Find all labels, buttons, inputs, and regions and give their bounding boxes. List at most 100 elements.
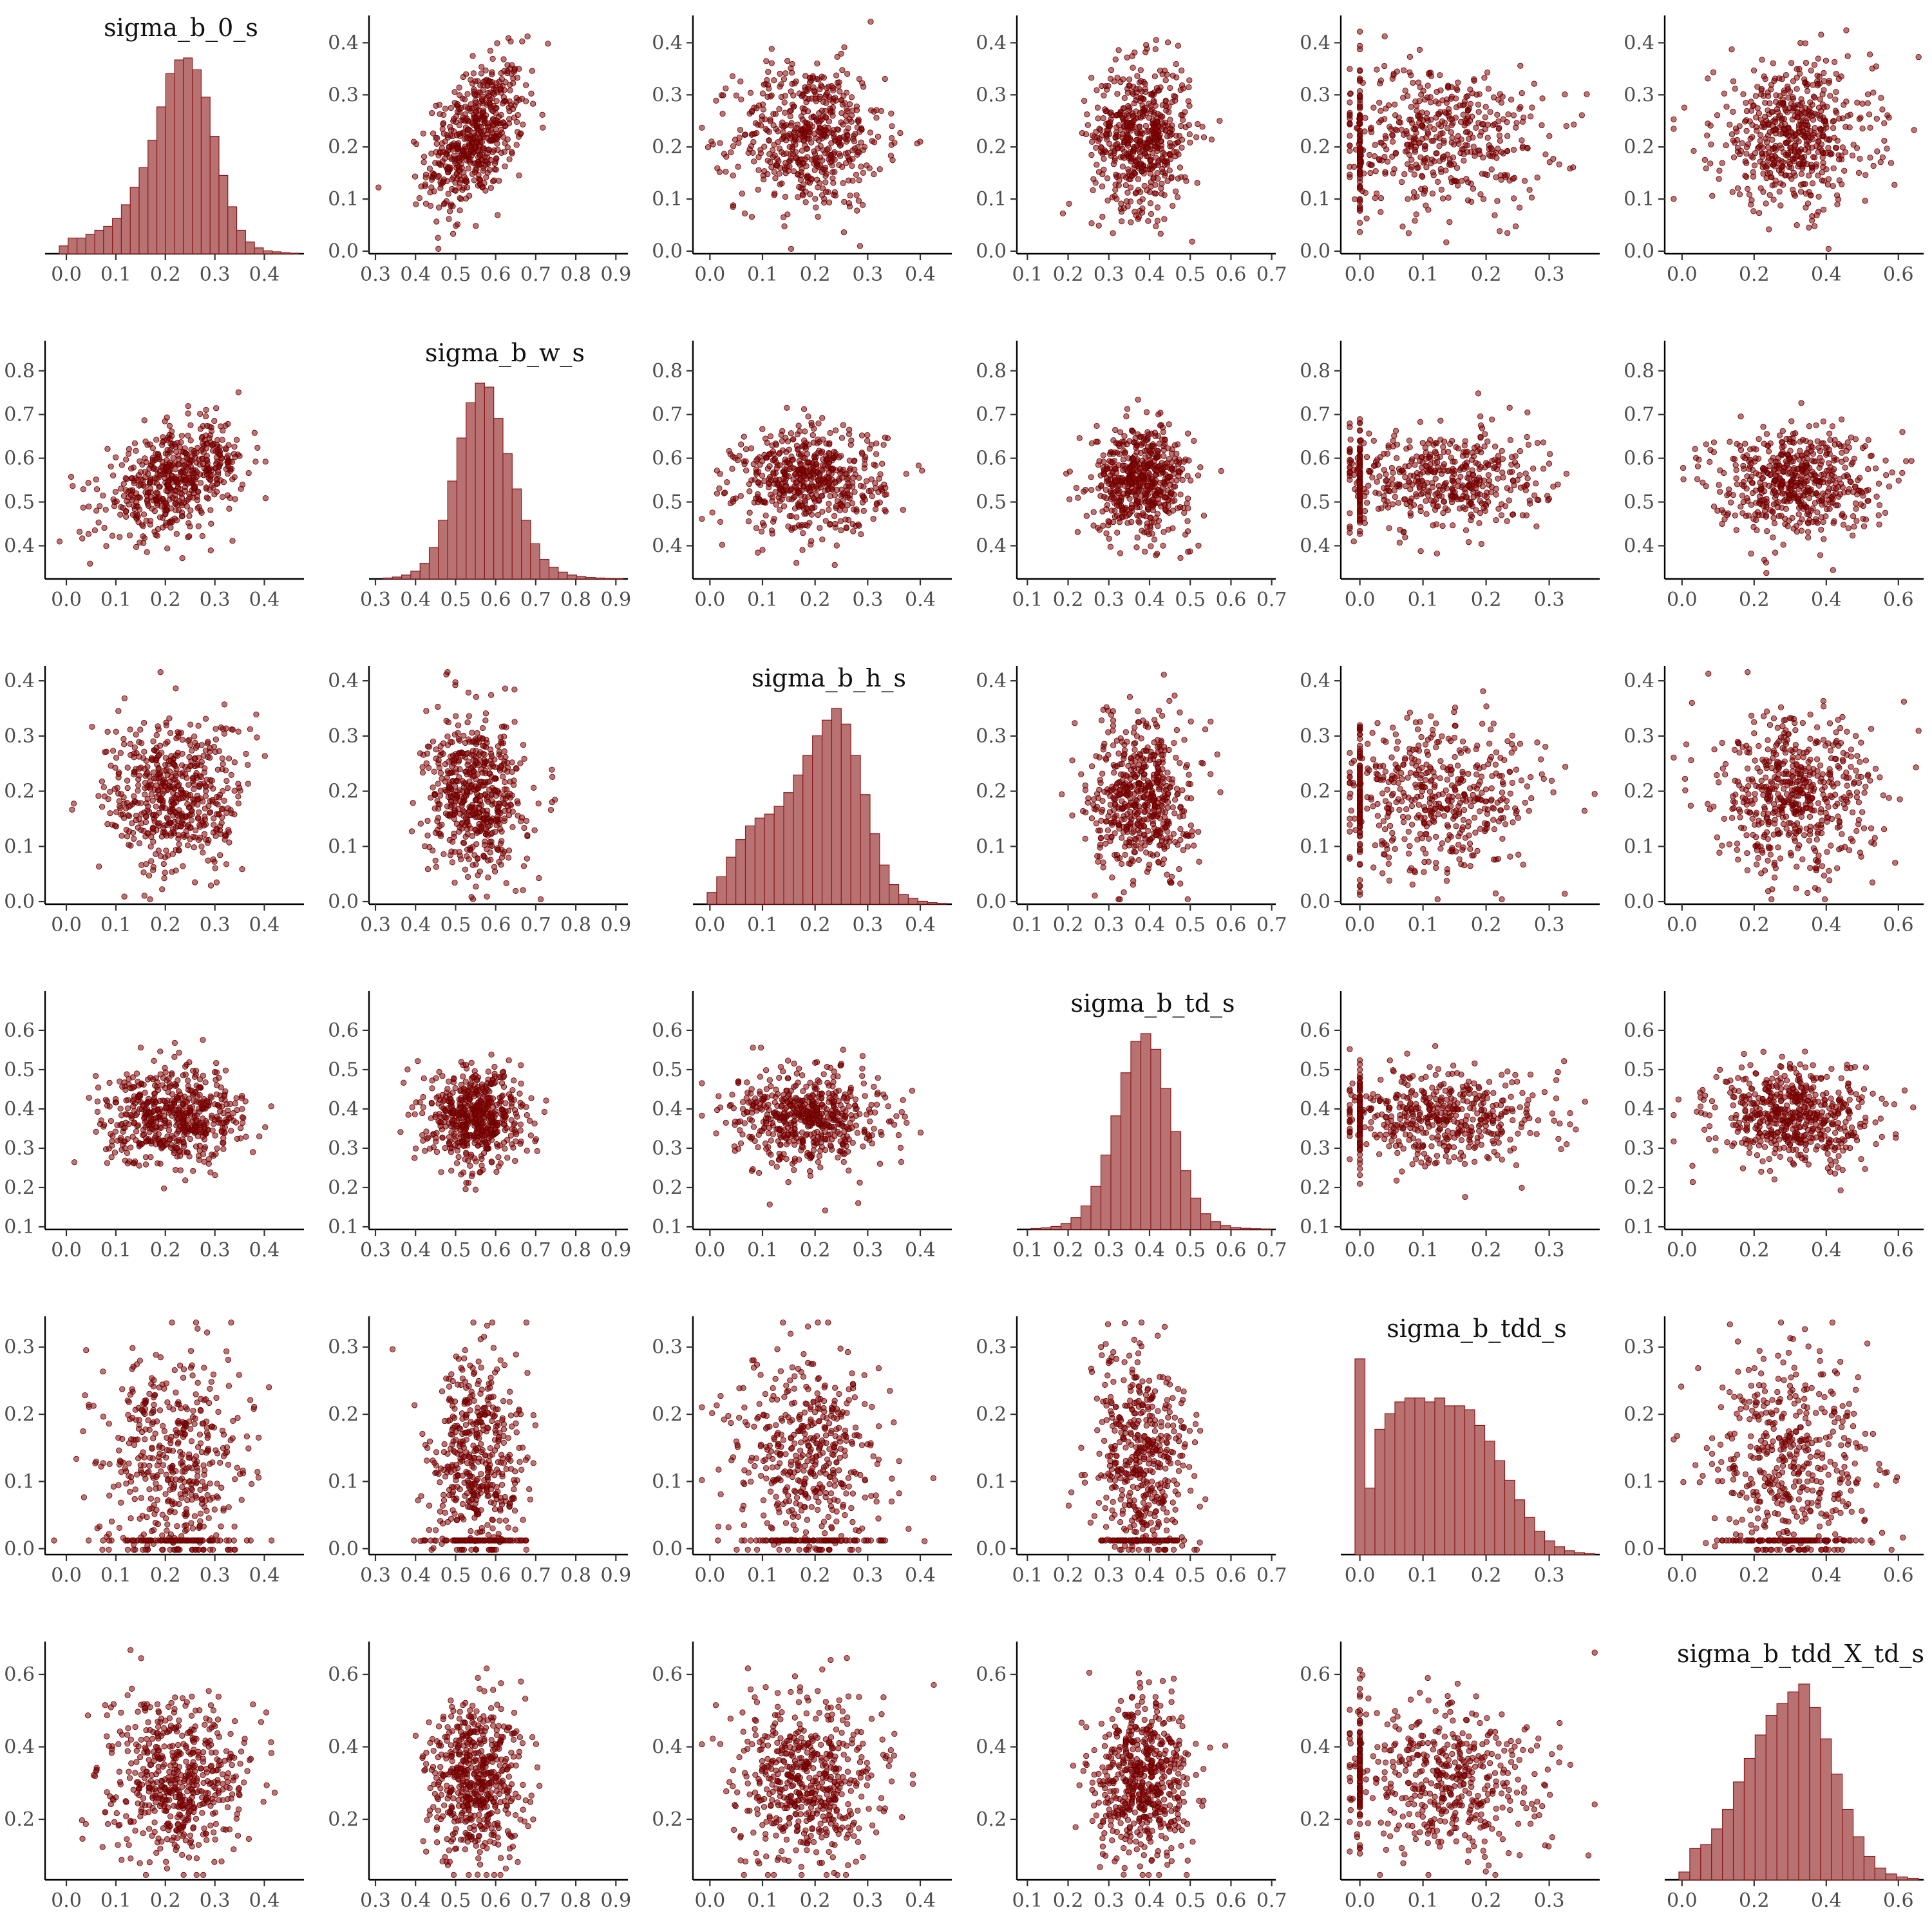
scatter-point bbox=[1089, 139, 1094, 144]
scatter-point bbox=[788, 488, 793, 493]
scatter-point bbox=[1743, 160, 1748, 166]
scatter-point bbox=[1794, 86, 1799, 91]
scatter-point bbox=[1488, 145, 1493, 150]
scatter-point bbox=[805, 523, 810, 528]
scatter-point bbox=[1528, 114, 1533, 119]
scatter-point bbox=[1440, 196, 1445, 201]
scatter-point bbox=[1786, 126, 1791, 131]
scatter-point bbox=[1702, 157, 1707, 162]
scatter-point bbox=[821, 200, 826, 205]
scatter-point bbox=[840, 422, 846, 428]
scatter-point bbox=[1172, 484, 1177, 489]
scatter-point bbox=[1836, 76, 1841, 81]
scatter-point bbox=[781, 124, 786, 129]
scatter-point bbox=[1794, 75, 1799, 80]
scatter-point bbox=[1768, 82, 1774, 87]
scatter-point bbox=[1407, 70, 1412, 75]
scatter-point bbox=[466, 153, 471, 158]
scatter-point bbox=[1500, 94, 1505, 99]
histogram-bar bbox=[595, 578, 604, 579]
scatter-point bbox=[153, 451, 158, 456]
histogram-bar bbox=[503, 453, 512, 579]
scatter-point bbox=[772, 457, 777, 462]
scatter-point bbox=[721, 93, 726, 98]
scatter-point bbox=[1794, 66, 1799, 71]
scatter-point bbox=[1173, 189, 1178, 194]
scatter-point bbox=[1132, 162, 1137, 167]
scatter-point bbox=[777, 84, 782, 89]
scatter-point bbox=[185, 411, 191, 416]
x-tick-label: 0.1 bbox=[1408, 263, 1439, 286]
scatter-point bbox=[227, 506, 232, 511]
scatter-point bbox=[1144, 110, 1149, 115]
scatter-point bbox=[1747, 192, 1752, 197]
x-tick-label: 0.2 bbox=[1471, 263, 1502, 286]
scatter-point bbox=[1789, 165, 1794, 170]
scatter-point bbox=[1816, 133, 1821, 138]
scatter-point bbox=[1504, 133, 1510, 138]
y-tick-label: 0.6 bbox=[4, 448, 35, 470]
scatter-point bbox=[154, 481, 159, 486]
scatter-point bbox=[1135, 397, 1141, 402]
x-tick-label: 0.3 bbox=[852, 589, 883, 611]
scatter-point bbox=[773, 111, 778, 117]
scatter-point bbox=[1875, 149, 1880, 154]
scatter-point bbox=[1441, 154, 1446, 159]
scatter-point bbox=[484, 175, 489, 180]
scatter-point bbox=[1855, 100, 1860, 105]
y-tick-label: 0.7 bbox=[652, 404, 683, 426]
histogram-bar bbox=[383, 578, 392, 579]
scatter-point bbox=[480, 117, 485, 122]
scatter-point bbox=[840, 467, 846, 472]
scatter-point bbox=[1444, 240, 1449, 245]
scatter-point bbox=[838, 487, 844, 492]
scatter-point bbox=[786, 447, 791, 452]
scatter-point bbox=[1531, 466, 1536, 471]
scatter-point bbox=[412, 174, 417, 179]
histogram-bar bbox=[558, 572, 567, 579]
scatter-point bbox=[137, 459, 142, 464]
scatter-point bbox=[473, 223, 478, 229]
scatter-point bbox=[1412, 149, 1417, 155]
scatter-point bbox=[793, 125, 799, 130]
scatter-point bbox=[783, 71, 788, 76]
scatter-point bbox=[1108, 544, 1113, 549]
scatter-point bbox=[459, 165, 464, 170]
scatter-point bbox=[1463, 129, 1468, 135]
scatter-point bbox=[480, 110, 485, 115]
scatter-point bbox=[1788, 137, 1794, 142]
scatter-point bbox=[811, 495, 816, 500]
scatter-point bbox=[1441, 140, 1446, 146]
scatter-point bbox=[845, 477, 850, 482]
scatter-point bbox=[790, 437, 795, 442]
scatter-point bbox=[180, 555, 185, 560]
scatter-point bbox=[1112, 450, 1117, 455]
scatter-point bbox=[756, 480, 761, 485]
scatter-point bbox=[761, 107, 766, 112]
scatter-point bbox=[779, 439, 784, 444]
scatter-point bbox=[1819, 32, 1824, 37]
scatter-point bbox=[108, 464, 113, 469]
scatter-point bbox=[1217, 118, 1222, 123]
scatter-point bbox=[1868, 125, 1873, 130]
scatter-point bbox=[129, 497, 135, 502]
scatter-point bbox=[1182, 510, 1187, 515]
scatter-point bbox=[1173, 61, 1179, 66]
x-tick-label: 0.6 bbox=[480, 589, 511, 611]
scatter-point bbox=[1148, 200, 1153, 205]
scatter-point bbox=[1481, 478, 1486, 483]
scatter-point bbox=[132, 506, 137, 511]
scatter-point bbox=[160, 525, 166, 530]
histogram-bar bbox=[494, 419, 503, 579]
scatter-point bbox=[1180, 477, 1185, 482]
scatter-point bbox=[846, 126, 851, 131]
scatter-point bbox=[1837, 116, 1842, 121]
scatter-point bbox=[1812, 125, 1817, 130]
scatter-point bbox=[1802, 134, 1807, 139]
scatter-point bbox=[207, 433, 213, 438]
scatter-point bbox=[1157, 463, 1162, 468]
scatter-point bbox=[1169, 131, 1174, 137]
scatter-point bbox=[1745, 142, 1750, 147]
scatter-point bbox=[1139, 142, 1144, 147]
scatter-point bbox=[1447, 220, 1452, 225]
